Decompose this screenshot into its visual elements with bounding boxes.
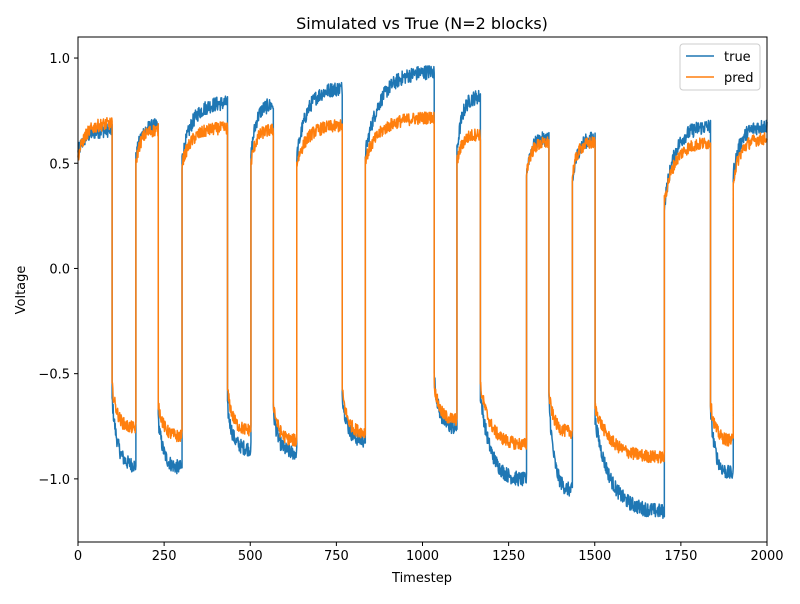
axes-layer: 0 250 500 750 1000 1250 1500 1750 2000 −1.0 −0.5 0.…	[38, 36, 784, 564]
series-line-pred	[77, 111, 768, 464]
y-tick-label: 0.5	[49, 157, 70, 172]
x-tick-label: 1500	[578, 549, 611, 564]
y-tick-label: −1.0	[38, 473, 70, 488]
x-tick-label: 500	[238, 549, 263, 564]
y-tick-label: 0.0	[49, 262, 70, 277]
x-axis-label: Timestep	[391, 571, 452, 586]
x-tick-label: 1750	[664, 549, 697, 564]
chart-title: Simulated vs True (N=2 blocks)	[296, 14, 548, 33]
y-tick-label: 1.0	[49, 52, 70, 67]
x-tick-label: 2000	[750, 549, 783, 564]
legend-label-true: true	[724, 50, 751, 65]
x-tick-label: 1250	[492, 549, 525, 564]
series-layer	[77, 65, 768, 520]
x-tick-label: 250	[152, 549, 177, 564]
legend: true pred	[679, 43, 761, 91]
legend-label-pred: pred	[724, 71, 754, 86]
x-tick-label: 750	[324, 549, 349, 564]
series-line-true	[77, 65, 768, 520]
x-tick-label: 1000	[406, 549, 439, 564]
y-tick-label: −0.5	[38, 368, 70, 383]
x-tick-label: 0	[74, 549, 82, 564]
y-axis-label: Voltage	[14, 266, 29, 315]
